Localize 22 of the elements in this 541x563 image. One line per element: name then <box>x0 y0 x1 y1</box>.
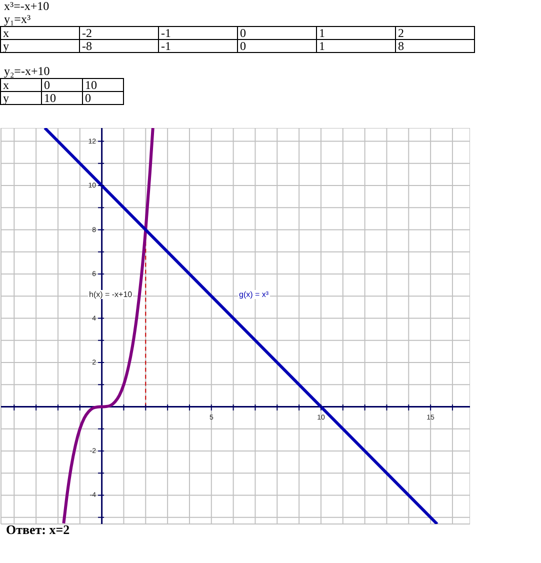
text: 0 <box>42 78 82 92</box>
text: 0 <box>238 26 316 40</box>
text: -1 <box>158 26 238 40</box>
text: 1 <box>316 26 396 40</box>
text: x³=-x+10 <box>4 0 50 13</box>
text: 8 <box>396 39 474 53</box>
annotation: g(x) = x³ <box>239 290 269 299</box>
text: 2 <box>396 26 474 40</box>
line-series <box>62 128 154 524</box>
text: y₂=-x+10 <box>4 64 50 78</box>
text: -1 <box>158 39 238 53</box>
text: y₁=x³ <box>4 12 31 26</box>
text: 10 <box>42 91 82 105</box>
text: -2 <box>80 26 158 40</box>
text: 0 <box>238 39 316 53</box>
text: 0 <box>82 91 124 105</box>
text: -8 <box>80 39 158 53</box>
annotation: h(x) = -x+10 <box>89 290 132 299</box>
text: 1 <box>316 39 396 53</box>
text: x <box>0 78 42 92</box>
text: x <box>0 26 80 40</box>
annotation: Ответ: x=2 <box>6 522 70 537</box>
